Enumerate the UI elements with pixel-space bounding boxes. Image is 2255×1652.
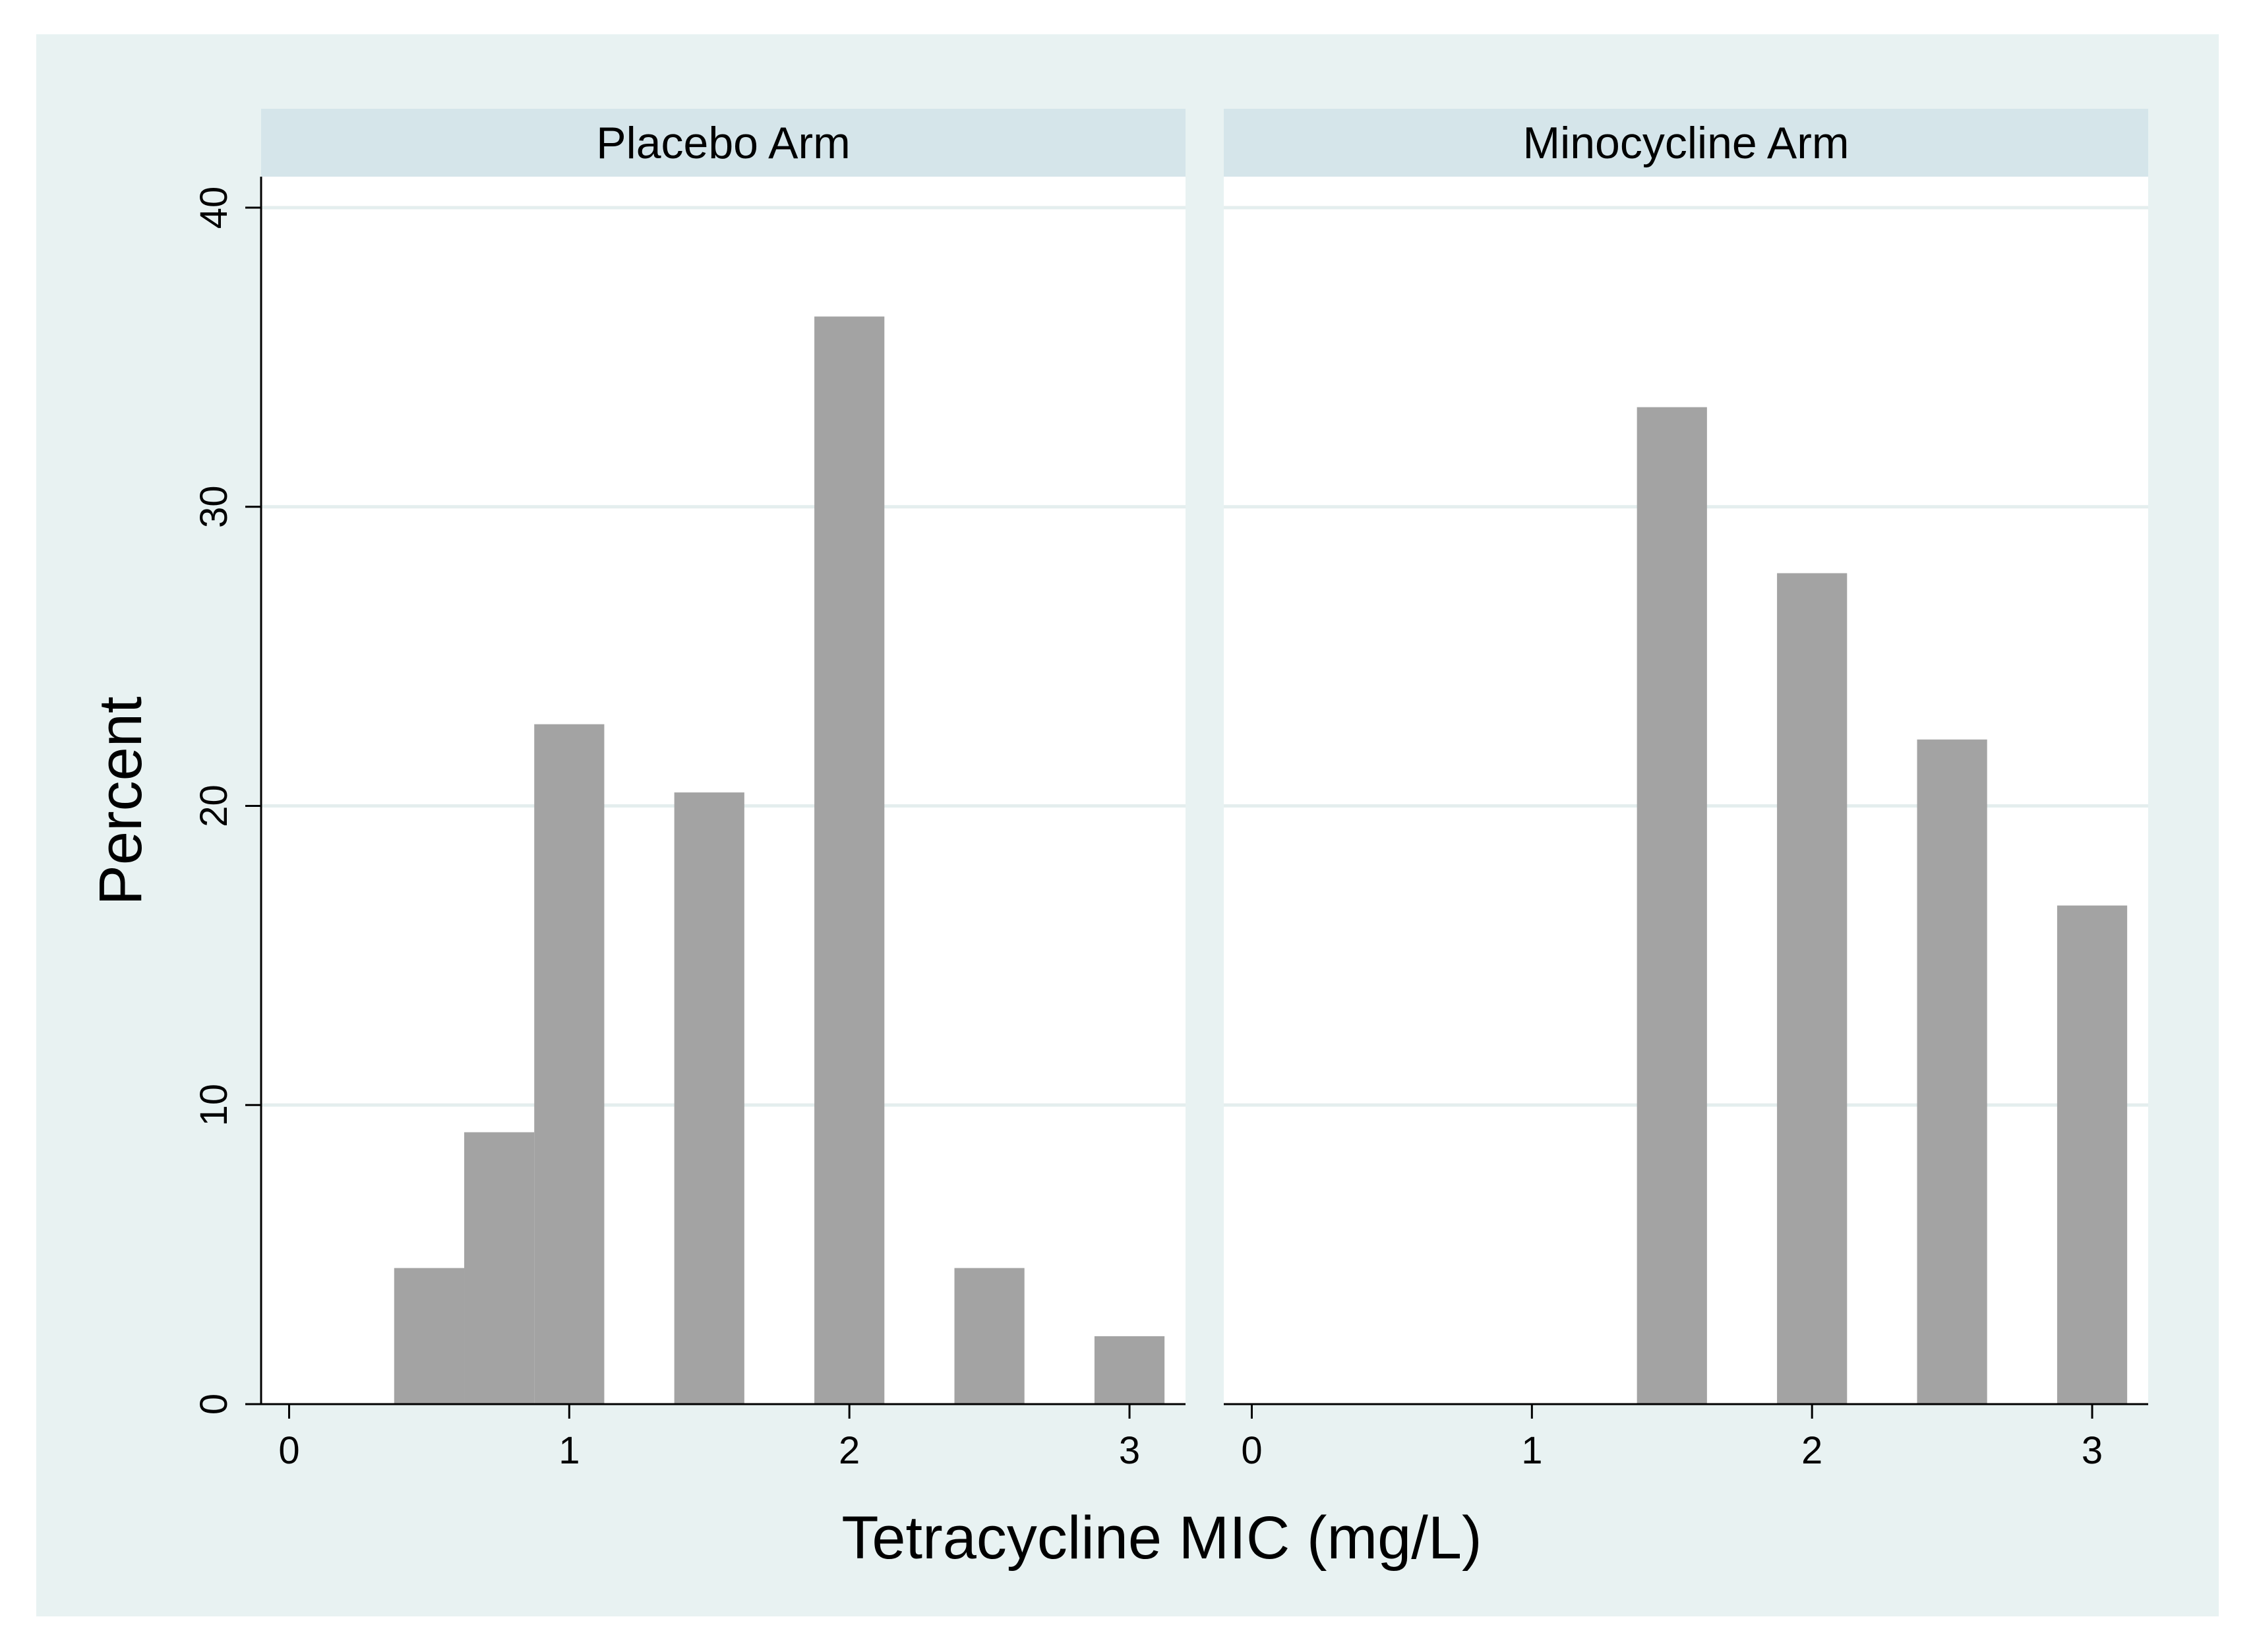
bar-placebo-6: [1094, 1336, 1165, 1404]
x-tick-label-1-minocycline: 1: [1521, 1429, 1542, 1472]
y-tick-label-20: 20: [193, 784, 235, 827]
bar-placebo-5: [954, 1268, 1025, 1404]
y-tick-label-10: 10: [193, 1084, 235, 1127]
bar-placebo-4: [814, 316, 885, 1404]
bar-minocycline-0: [1637, 407, 1707, 1404]
panel-title-placebo: Placebo Arm: [596, 118, 851, 168]
x-tick-label-1-placebo: 1: [558, 1429, 580, 1472]
bar-placebo-2: [534, 724, 605, 1404]
x-tick-label-2-minocycline: 2: [1801, 1429, 1822, 1472]
bar-minocycline-1: [1777, 573, 1848, 1405]
x-tick-label-3-placebo: 3: [1119, 1429, 1140, 1472]
y-axis-title: Percent: [87, 696, 154, 905]
bar-placebo-3: [674, 792, 744, 1404]
panel-strip-minocycline: [1224, 109, 2148, 177]
panel-strip-placebo: [261, 109, 1186, 177]
bar-minocycline-3: [2057, 905, 2128, 1404]
panel-minocycline: Minocycline Arm 0 1 2 3: [1224, 109, 2148, 1472]
bar-minocycline-2: [1917, 739, 1987, 1404]
x-axis-title: Tetracycline MIC (mg/L): [841, 1504, 1482, 1572]
y-tick-label-0: 0: [193, 1394, 235, 1415]
x-tick-label-3-minocycline: 3: [2082, 1429, 2103, 1472]
y-tick-label-40: 40: [193, 187, 235, 229]
y-tick-label-30: 30: [193, 485, 235, 528]
x-tick-label-0-minocycline: 0: [1241, 1429, 1262, 1472]
x-tick-label-0-placebo: 0: [278, 1429, 299, 1472]
bar-placebo-1: [464, 1132, 535, 1404]
panel-title-minocycline: Minocycline Arm: [1522, 118, 1849, 168]
bar-placebo-0: [394, 1268, 465, 1404]
x-tick-label-2-placebo: 2: [839, 1429, 860, 1472]
